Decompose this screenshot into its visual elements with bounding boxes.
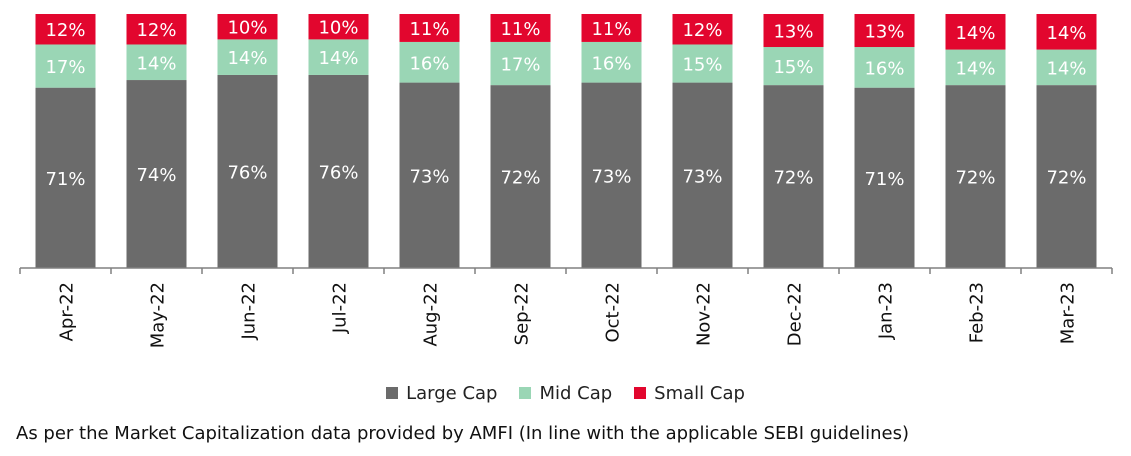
bar-segment-small-cap bbox=[35, 14, 96, 45]
data-label-large-cap: 76% bbox=[318, 162, 358, 183]
stacked-bar-chart: 71% 17% 12% Apr-22 74% 14% 12% May-22 76% 14% 10% J… bbox=[19, 14, 1113, 348]
bar-segment-mid-cap bbox=[672, 44, 733, 83]
x-tick-label: Jul-22 bbox=[330, 282, 351, 334]
x-tick-label: Nov-22 bbox=[694, 282, 715, 346]
data-label-small-cap: 11% bbox=[500, 19, 540, 40]
data-label-large-cap: 71% bbox=[45, 169, 85, 190]
legend-swatch-small-cap bbox=[634, 387, 647, 399]
x-tick-label: May-22 bbox=[148, 282, 169, 348]
data-label-mid-cap: 14% bbox=[1046, 58, 1086, 79]
bar-segment-large-cap bbox=[35, 87, 96, 268]
legend-swatch-large-cap bbox=[386, 387, 399, 399]
bar-segment-mid-cap bbox=[490, 41, 551, 86]
bar-segment-small-cap bbox=[581, 14, 642, 42]
legend: Large Cap Mid Cap Small Cap bbox=[0, 379, 1131, 407]
bar-segment-small-cap bbox=[854, 14, 915, 48]
x-tick-label: Feb-23 bbox=[967, 282, 988, 343]
data-label-small-cap: 12% bbox=[682, 20, 722, 41]
bar-segment-mid-cap bbox=[126, 44, 187, 81]
bar-segment-large-cap bbox=[1036, 85, 1097, 269]
x-tick-label: Sep-22 bbox=[512, 282, 533, 345]
data-label-large-cap: 72% bbox=[1046, 168, 1086, 189]
data-label-large-cap: 72% bbox=[773, 168, 813, 189]
data-label-small-cap: 12% bbox=[45, 20, 85, 41]
footnote: As per the Market Capitalization data pr… bbox=[16, 423, 909, 444]
bar-segment-mid-cap bbox=[399, 41, 460, 83]
data-label-large-cap: 74% bbox=[136, 165, 176, 186]
legend-swatch-mid-cap bbox=[519, 387, 532, 399]
x-tick-label: Apr-22 bbox=[57, 282, 78, 341]
bar-segment-large-cap bbox=[672, 82, 733, 268]
data-label-small-cap: 14% bbox=[955, 23, 995, 44]
data-label-mid-cap: 17% bbox=[45, 57, 85, 78]
legend-item-mid-cap: Mid Cap bbox=[519, 383, 612, 404]
legend-label-large-cap: Large Cap bbox=[406, 382, 498, 404]
legend-item-large-cap: Large Cap bbox=[386, 383, 497, 404]
bar-segment-large-cap bbox=[217, 74, 278, 269]
bar-segment-large-cap bbox=[490, 85, 551, 269]
bar-segment-small-cap bbox=[672, 14, 733, 45]
bar-segment-large-cap bbox=[854, 87, 915, 268]
bar-segment-small-cap bbox=[945, 14, 1006, 50]
bar-segment-small-cap bbox=[308, 14, 369, 40]
data-label-small-cap: 10% bbox=[227, 18, 267, 39]
data-label-small-cap: 11% bbox=[591, 19, 631, 40]
data-label-mid-cap: 16% bbox=[409, 53, 449, 74]
data-label-large-cap: 72% bbox=[955, 168, 995, 189]
data-label-large-cap: 72% bbox=[500, 168, 540, 189]
bar-segment-mid-cap bbox=[945, 49, 1006, 86]
data-label-large-cap: 76% bbox=[227, 162, 267, 183]
bar-segment-mid-cap bbox=[35, 44, 96, 88]
bar-segment-large-cap bbox=[399, 82, 460, 268]
bar-segment-mid-cap bbox=[308, 39, 369, 75]
data-label-mid-cap: 14% bbox=[318, 48, 358, 69]
bar-segment-small-cap bbox=[399, 14, 460, 42]
x-tick-label: Oct-22 bbox=[603, 282, 624, 343]
legend-label-small-cap: Small Cap bbox=[654, 382, 745, 404]
bar-segment-large-cap bbox=[945, 85, 1006, 269]
data-label-large-cap: 73% bbox=[409, 166, 449, 187]
bar-segment-mid-cap bbox=[763, 47, 824, 86]
data-label-mid-cap: 14% bbox=[227, 48, 267, 69]
bar-segment-large-cap bbox=[581, 82, 642, 268]
data-label-mid-cap: 17% bbox=[500, 55, 540, 76]
data-label-large-cap: 73% bbox=[591, 166, 631, 187]
data-label-small-cap: 12% bbox=[136, 20, 176, 41]
legend-label-mid-cap: Mid Cap bbox=[539, 382, 613, 404]
data-label-small-cap: 11% bbox=[409, 19, 449, 40]
x-tick-label: Aug-22 bbox=[421, 282, 442, 347]
data-label-mid-cap: 16% bbox=[591, 53, 631, 74]
bar-segment-small-cap bbox=[490, 14, 551, 42]
data-label-large-cap: 73% bbox=[682, 166, 722, 187]
bar-segment-small-cap bbox=[1036, 14, 1097, 50]
bar-segment-large-cap bbox=[126, 80, 187, 268]
x-tick-label: Dec-22 bbox=[785, 282, 806, 346]
legend-item-small-cap: Small Cap bbox=[634, 383, 745, 404]
data-label-large-cap: 71% bbox=[864, 169, 904, 190]
data-label-small-cap: 14% bbox=[1046, 23, 1086, 44]
bar-segment-mid-cap bbox=[581, 41, 642, 83]
bar-segment-small-cap bbox=[126, 14, 187, 45]
bar-segment-mid-cap bbox=[1036, 49, 1097, 86]
data-label-mid-cap: 15% bbox=[682, 55, 722, 76]
bar-segment-large-cap bbox=[763, 85, 824, 269]
data-label-mid-cap: 14% bbox=[136, 53, 176, 74]
data-label-mid-cap: 14% bbox=[955, 58, 995, 79]
data-label-small-cap: 13% bbox=[864, 22, 904, 43]
bar-segment-mid-cap bbox=[854, 47, 915, 88]
bar-segment-mid-cap bbox=[217, 39, 278, 75]
bar-segment-small-cap bbox=[217, 14, 278, 40]
data-label-mid-cap: 15% bbox=[773, 57, 813, 78]
x-tick-label: Mar-23 bbox=[1058, 282, 1079, 344]
data-label-small-cap: 10% bbox=[318, 18, 358, 39]
data-label-small-cap: 13% bbox=[773, 22, 813, 43]
data-label-mid-cap: 16% bbox=[864, 58, 904, 79]
x-tick-label: Jan-23 bbox=[876, 282, 897, 340]
x-tick-label: Jun-22 bbox=[239, 282, 260, 341]
bar-segment-large-cap bbox=[308, 74, 369, 269]
bar-segment-small-cap bbox=[763, 14, 824, 48]
